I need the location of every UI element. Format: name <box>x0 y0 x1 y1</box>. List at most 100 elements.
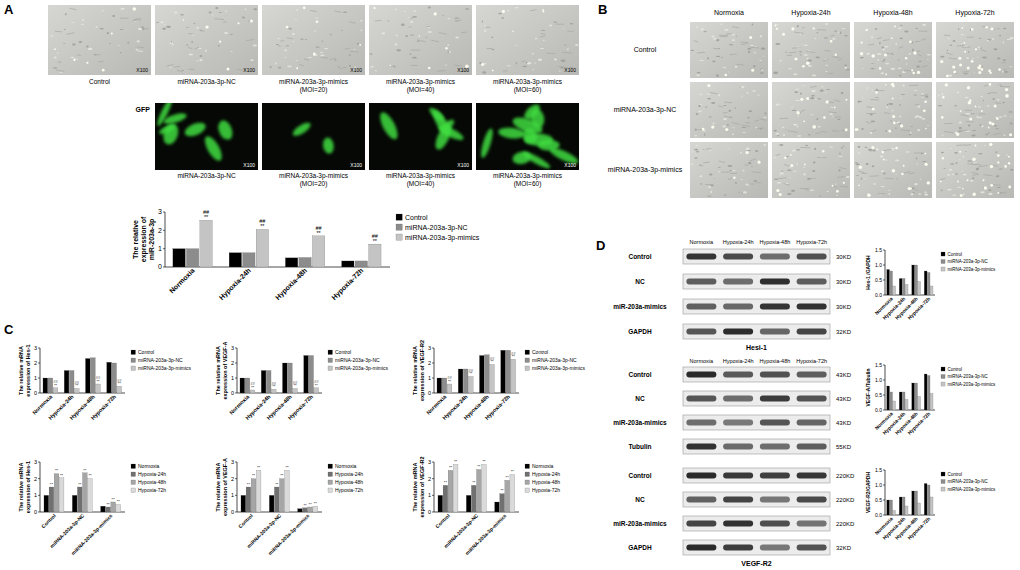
blot-band <box>760 545 790 551</box>
bar <box>927 485 930 515</box>
cell-outline <box>776 154 781 155</box>
cell-speck <box>912 192 914 193</box>
significance: ** <box>314 501 318 506</box>
cell-speck <box>720 23 723 24</box>
cell-outline <box>174 66 181 68</box>
micrograph <box>690 82 768 138</box>
cell-speck <box>118 45 120 46</box>
cell-speck <box>999 35 1001 37</box>
bright-speck <box>902 71 904 73</box>
cell-outline <box>166 65 173 67</box>
bright-speck <box>942 96 944 98</box>
cell-outline <box>703 148 712 150</box>
cell-speck <box>375 70 377 71</box>
cell-speck <box>760 72 764 74</box>
bar <box>463 369 468 393</box>
blot-row-label: NC <box>635 496 645 503</box>
blot-band <box>723 304 753 310</box>
cell-speck <box>315 46 320 47</box>
cell-speck <box>829 113 833 115</box>
cell-speck <box>507 10 510 11</box>
blot-membrane <box>683 516 830 531</box>
significance: ** <box>252 473 256 478</box>
cell-outline <box>137 46 144 48</box>
cell-speck <box>797 163 798 165</box>
blot-band <box>797 497 827 503</box>
cell-outline <box>390 65 396 66</box>
bright-speck <box>909 40 912 43</box>
blot-size: 220KD <box>836 497 855 503</box>
cell-speck <box>728 71 729 72</box>
bright-speck <box>481 63 484 66</box>
bright-speck <box>250 20 253 23</box>
y-tick-label: 0 <box>428 390 431 396</box>
cell-speck <box>901 94 905 95</box>
cell-speck <box>77 58 78 60</box>
cell-speck <box>465 8 469 10</box>
bar <box>186 249 198 267</box>
cell-outline <box>329 58 335 60</box>
cell-speck <box>691 164 694 165</box>
blot-band <box>760 396 790 402</box>
cell-speck <box>980 124 982 126</box>
cell-outline <box>741 43 748 44</box>
cell-speck <box>988 133 990 134</box>
blot-row-label: GAPDH <box>628 544 652 551</box>
cell-speck <box>561 60 566 62</box>
cell-speck <box>866 163 869 165</box>
cell-speck <box>910 132 912 134</box>
cell-speck <box>989 189 992 191</box>
significance: ** <box>247 482 251 487</box>
cell-speck <box>409 53 412 54</box>
cell-speck <box>764 144 767 146</box>
cell-outline <box>885 178 894 180</box>
cell-speck <box>955 162 957 164</box>
cell-speck <box>996 128 999 129</box>
significance: ** <box>472 480 476 485</box>
blot-membrane <box>683 492 830 507</box>
micrograph <box>690 22 768 78</box>
gfp-cells <box>479 103 579 170</box>
micrograph-bg <box>772 22 850 78</box>
cell-speck <box>900 98 901 99</box>
blot-membrane <box>683 468 830 483</box>
bar <box>477 470 482 513</box>
cell-speck <box>817 98 821 99</box>
bright-speck <box>968 101 972 105</box>
cell-speck <box>909 134 911 136</box>
y-tick-label: 1 <box>428 375 431 381</box>
cell-outline <box>780 118 789 120</box>
cell-speck <box>755 46 757 47</box>
legend-label: Hypoxia-24h <box>138 471 166 477</box>
bright-speck <box>296 67 298 69</box>
bright-speck <box>895 147 898 150</box>
bars <box>173 220 381 267</box>
blot-band <box>797 521 827 527</box>
bright-speck <box>883 159 885 161</box>
cell-speck <box>710 149 711 151</box>
cell-outline <box>411 50 421 51</box>
cell-outline <box>886 53 894 54</box>
bright-speck <box>900 124 903 127</box>
bright-speck <box>1008 162 1010 164</box>
legend-label: Hypoxia-48h <box>532 479 560 485</box>
cell-speck <box>984 145 985 147</box>
cell-outline <box>944 35 950 37</box>
bar <box>893 511 896 516</box>
cell-speck <box>980 96 983 97</box>
y-tick-label: 2 <box>231 476 234 482</box>
cell-outline <box>973 174 980 176</box>
cell-speck <box>825 65 828 66</box>
cell-outline <box>697 52 705 53</box>
cell-speck <box>911 193 913 195</box>
bar <box>506 350 511 393</box>
cell-speck <box>491 36 493 38</box>
legend-label: Normoxia <box>138 463 160 469</box>
cell-speck <box>903 72 905 73</box>
cell-speck <box>713 38 716 40</box>
cell-speck <box>417 40 419 42</box>
cell-speck <box>761 69 763 71</box>
y-axis <box>885 250 886 295</box>
bars <box>43 358 122 393</box>
y-tick-label: 3 <box>158 208 162 215</box>
